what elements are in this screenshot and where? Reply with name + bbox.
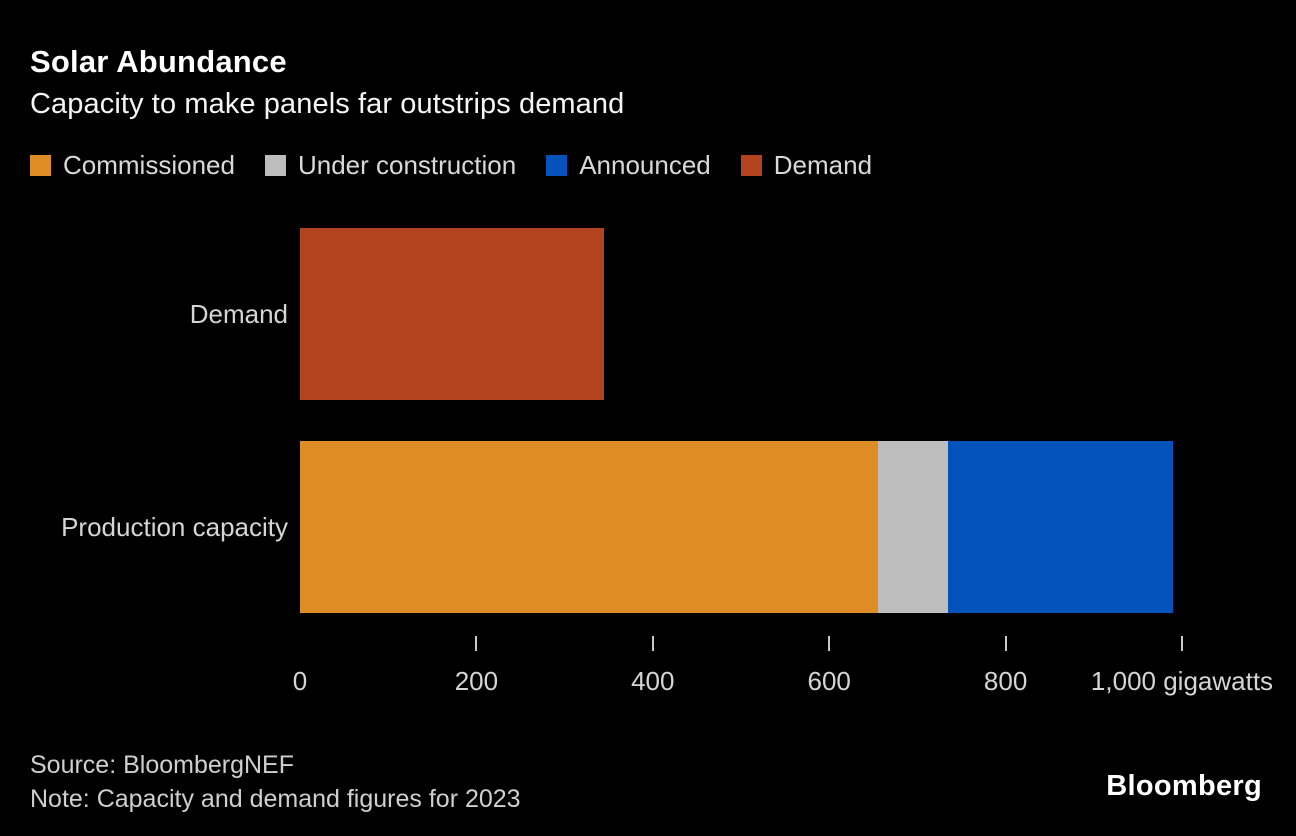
bar-segment-commissioned	[300, 441, 878, 613]
row-label-production-capacity: Production capacity	[61, 511, 288, 542]
legend-label: Under construction	[297, 150, 517, 180]
legend-item-announced: Announced	[546, 150, 711, 181]
bar-segment-demand	[300, 228, 605, 400]
bar-demand	[300, 228, 605, 400]
x-axis-tick-label: 200	[454, 666, 499, 696]
legend-item-commissioned: Commissioned	[30, 150, 235, 181]
x-axis-tick-label: 400	[631, 666, 675, 696]
legend-item-under-construction: Under construction	[264, 150, 517, 181]
x-axis-tick-label: 0	[292, 666, 308, 696]
legend-swatch-icon	[30, 155, 51, 176]
x-axis-tick-mark	[1181, 636, 1183, 651]
note-text: Note: Capacity and demand figures for 20…	[30, 785, 521, 813]
bar-row-demand: Demand	[0, 228, 1296, 400]
legend: Commissioned Under construction Announced D…	[30, 150, 872, 181]
bar-segment-under-construction	[877, 441, 949, 613]
legend-item-demand: Demand	[740, 150, 873, 181]
legend-swatch-icon	[740, 155, 762, 176]
x-axis-tick-label: 600	[807, 666, 851, 696]
legend-label: Announced	[579, 150, 711, 180]
x-axis-tick-mark	[828, 636, 831, 651]
x-axis-tick-mark	[651, 636, 654, 651]
legend-swatch-icon	[264, 155, 286, 176]
x-axis-tick-label: 1,000 gigawatts	[1090, 666, 1274, 696]
legend-label: Commissioned	[63, 150, 235, 180]
bar-row-production-capacity: Production capacity	[0, 441, 1296, 613]
chart-subtitle: Capacity to make panels far outstrips de…	[30, 88, 625, 120]
row-label-demand: Demand	[189, 298, 288, 329]
chart-title: Solar Abundance	[30, 44, 287, 79]
bar-production-capacity	[300, 441, 1174, 613]
x-axis-tick-mark	[475, 636, 478, 651]
x-axis-tick-label: 800	[983, 666, 1028, 696]
legend-label: Demand	[773, 150, 873, 180]
x-axis-tick-mark	[1004, 636, 1007, 651]
x-axis: 0 200 400 600 800 1,000 gigawatts	[293, 636, 1273, 706]
bloomberg-logo: Bloomberg	[1106, 770, 1262, 802]
source-text: Source: BloombergNEF	[30, 751, 295, 779]
legend-swatch-icon	[546, 155, 568, 176]
bar-segment-announced	[948, 441, 1174, 613]
